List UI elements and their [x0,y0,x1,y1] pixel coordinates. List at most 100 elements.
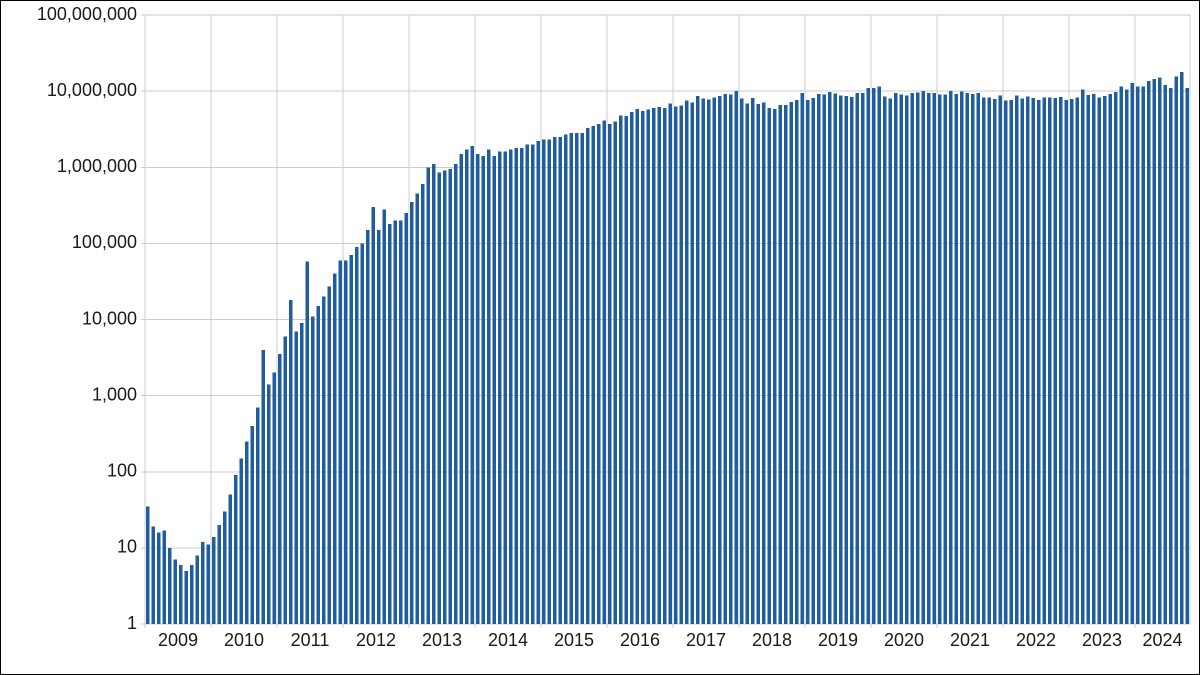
bar [1136,87,1139,625]
bar [190,565,193,624]
bar [812,98,815,624]
bar [487,150,490,624]
bar [234,475,237,624]
bar [262,350,265,624]
bar [229,495,232,624]
bar [916,92,919,624]
bar [438,173,441,624]
bar [1125,90,1128,624]
bar [740,99,743,625]
bar [751,98,754,624]
ytick-label: 10,000 [82,308,137,328]
bar [498,152,501,624]
chart-container: 1101001,00010,000100,0001,000,00010,000,… [0,0,1200,675]
bar [1081,90,1084,624]
bar [157,532,160,624]
bar [509,150,512,624]
bar [905,95,908,624]
xtick-label: 2010 [224,630,264,650]
bar [658,107,661,624]
bar [361,243,364,624]
bar [927,93,930,624]
bar [526,144,529,624]
bar [1164,85,1167,624]
bar [729,95,732,624]
bar [1147,81,1150,624]
bar [295,331,298,624]
bar [1010,100,1013,624]
bar [537,141,540,624]
bar [988,98,991,624]
bar [344,260,347,624]
bar [1098,98,1101,624]
bar [256,407,259,624]
bar [1021,99,1024,625]
bar [707,99,710,624]
bar [515,148,518,624]
bar [350,255,353,624]
bar [669,103,672,624]
bar [1092,94,1095,624]
bar [152,527,155,624]
bar [746,103,749,624]
bar [702,99,705,625]
bar [273,373,276,624]
bar [982,98,985,624]
bar [471,146,474,624]
xtick-label: 2023 [1082,630,1122,650]
bar [240,458,243,624]
bar [300,323,303,624]
ytick-label: 1,000,000 [57,156,137,176]
bar [460,154,463,624]
bar [559,137,562,624]
ytick-label: 10 [117,537,137,557]
bar [339,260,342,624]
ytick-label: 1,000 [92,384,137,404]
bar [383,209,386,624]
bar [454,164,457,624]
bar [476,154,479,624]
xtick-label: 2016 [620,630,660,650]
bar [251,426,254,624]
bar [911,93,914,624]
bar [174,560,177,624]
bar [900,95,903,624]
bar [1169,88,1172,624]
bar [845,96,848,624]
bar [773,109,776,624]
bar [861,93,864,624]
bar [405,213,408,624]
bar [284,336,287,624]
bar [1131,83,1134,624]
bar [531,144,534,624]
bar-chart-svg: 1101001,00010,000100,0001,000,00010,000,… [0,0,1200,675]
bar [163,530,166,624]
bar [366,230,369,624]
bar [922,91,925,624]
bar [636,109,639,624]
bar [196,555,199,624]
bar [1103,96,1106,624]
bar [839,96,842,624]
bar [856,93,859,624]
bar [443,171,446,624]
bar [570,133,573,624]
bar [245,441,248,624]
bar [267,385,270,625]
bar [724,94,727,624]
ytick-label: 100,000,000 [37,4,137,24]
bar [647,110,650,624]
bar [564,134,567,624]
bar [806,100,809,624]
ytick-label: 10,000,000 [47,80,137,100]
bar [388,224,391,624]
xtick-label: 2020 [884,630,924,650]
bar [317,306,320,624]
bar [1114,92,1117,624]
bar [179,565,182,624]
bar [597,124,600,624]
bar [889,99,892,625]
bar [735,91,738,624]
bar [1175,77,1178,624]
bar [1109,94,1112,624]
